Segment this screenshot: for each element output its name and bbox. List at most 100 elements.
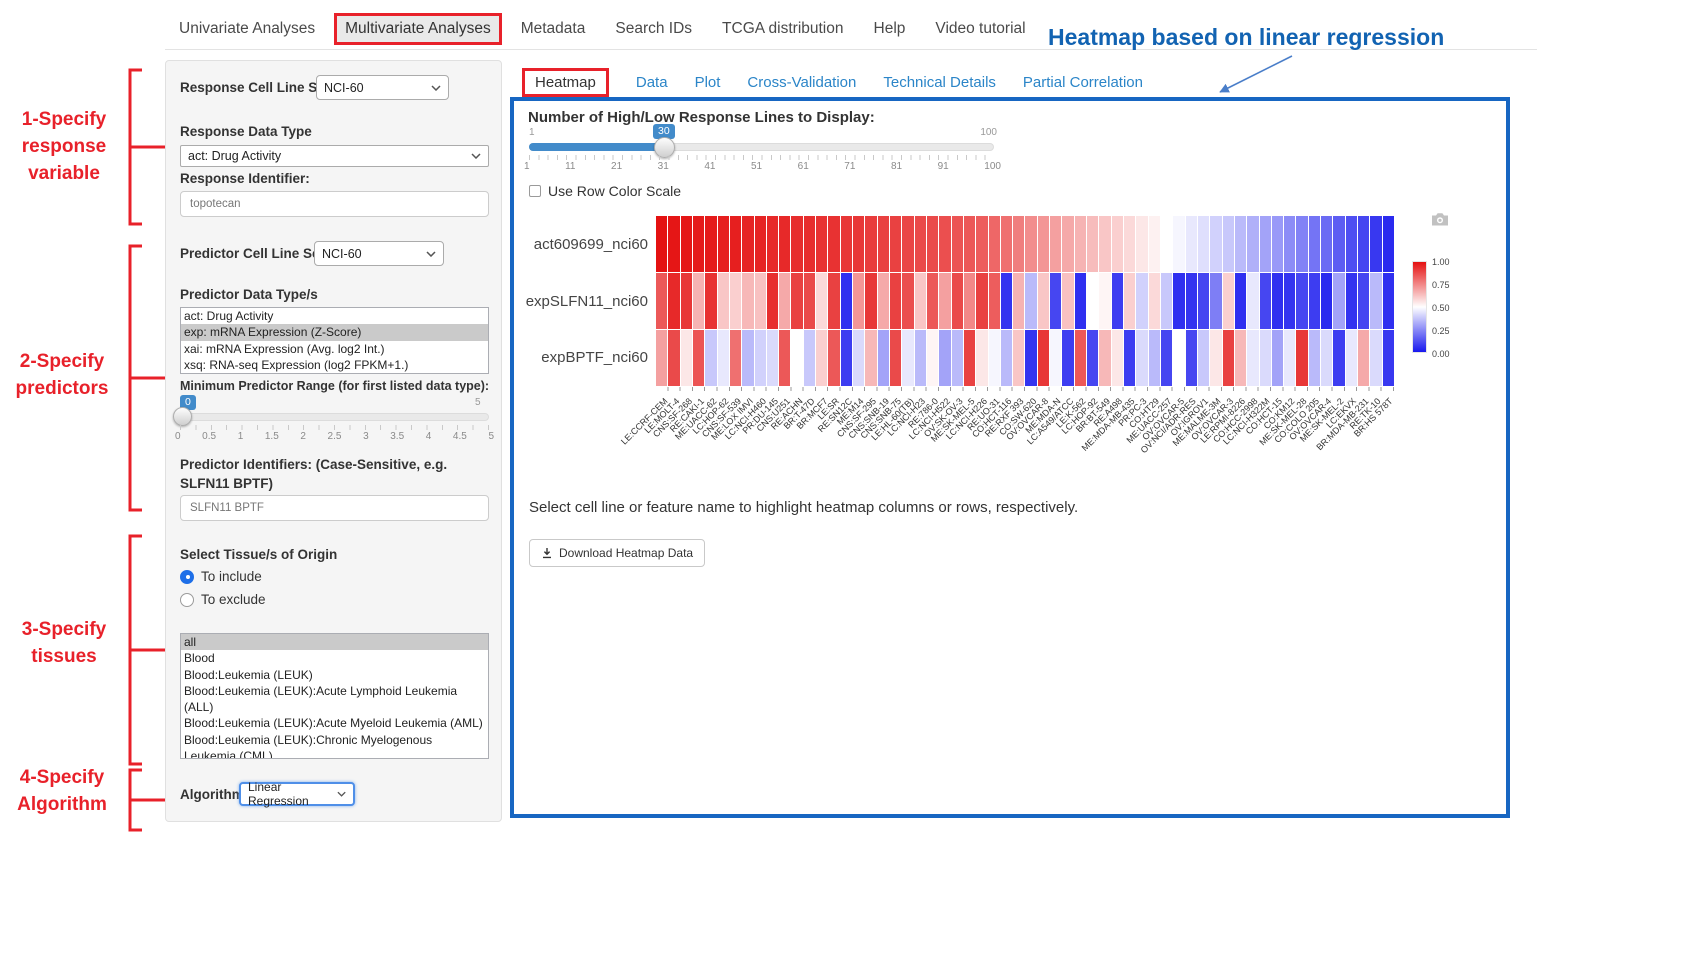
- nav-item-tcga-distribution[interactable]: TCGA distribution: [711, 13, 854, 45]
- heatmap-cell[interactable]: [1087, 273, 1098, 329]
- heatmap-cell[interactable]: [915, 216, 926, 272]
- heatmap-cell[interactable]: [841, 330, 852, 386]
- heatmap-cell[interactable]: [1186, 330, 1197, 386]
- nav-item-help[interactable]: Help: [863, 13, 917, 45]
- heatmap-cell[interactable]: [1235, 330, 1246, 386]
- heatmap-cell[interactable]: [1075, 273, 1086, 329]
- heatmap-cell[interactable]: [693, 330, 704, 386]
- heatmap-cell[interactable]: [742, 330, 753, 386]
- heatmap-cell[interactable]: [902, 273, 913, 329]
- heatmap-cell[interactable]: [878, 330, 889, 386]
- heatmap-cell[interactable]: [1161, 273, 1172, 329]
- heatmap-cell[interactable]: [952, 330, 963, 386]
- heatmap-cell[interactable]: [1346, 330, 1357, 386]
- heatmap-cell[interactable]: [1001, 216, 1012, 272]
- heatmap-cell[interactable]: [989, 216, 1000, 272]
- heatmap-cell[interactable]: [1025, 273, 1036, 329]
- heatmap-cell[interactable]: [1149, 216, 1160, 272]
- checkbox-icon[interactable]: [529, 185, 541, 197]
- heatmap-cell[interactable]: [927, 273, 938, 329]
- heatmap-cell[interactable]: [1284, 273, 1295, 329]
- heatmap-cell[interactable]: [742, 216, 753, 272]
- response-data-type-select[interactable]: act: Drug Activity: [180, 145, 489, 167]
- heatmap-cell[interactable]: [1333, 273, 1344, 329]
- heatmap-cell[interactable]: [1383, 216, 1394, 272]
- heatmap-cell[interactable]: [1112, 330, 1123, 386]
- heatmap-cell[interactable]: [755, 216, 766, 272]
- heatmap-cell[interactable]: [902, 216, 913, 272]
- heatmap-cell[interactable]: [742, 273, 753, 329]
- heatmap-cell[interactable]: [964, 216, 975, 272]
- heatmap-cell[interactable]: [1383, 330, 1394, 386]
- heatmap-cell[interactable]: [1124, 216, 1135, 272]
- min-range-slider-track[interactable]: [180, 413, 489, 421]
- heatmap-cell[interactable]: [1358, 273, 1369, 329]
- heatmap-cell[interactable]: [681, 216, 692, 272]
- heatmap-cell[interactable]: [791, 330, 802, 386]
- tab-data[interactable]: Data: [636, 74, 668, 91]
- heatmap-cell[interactable]: [890, 273, 901, 329]
- heatmap-cell[interactable]: [1198, 273, 1209, 329]
- heatmap-cell[interactable]: [841, 273, 852, 329]
- heatmap-cell[interactable]: [1001, 330, 1012, 386]
- heatmap-cell[interactable]: [841, 216, 852, 272]
- heatmap-cell[interactable]: [1136, 330, 1147, 386]
- heatmap-cell[interactable]: [767, 330, 778, 386]
- heatmap-cell[interactable]: [730, 330, 741, 386]
- heatmap-cell[interactable]: [1038, 330, 1049, 386]
- heatmap-cell[interactable]: [705, 273, 716, 329]
- heatmap-cell[interactable]: [1001, 273, 1012, 329]
- heatmap-cell[interactable]: [1284, 330, 1295, 386]
- heatmap-cell[interactable]: [952, 216, 963, 272]
- heatmap-cell[interactable]: [1272, 273, 1283, 329]
- heatmap-cell[interactable]: [755, 273, 766, 329]
- heatmap-cell[interactable]: [1062, 273, 1073, 329]
- tissue-option-all[interactable]: all: [181, 634, 488, 650]
- heatmap-cell[interactable]: [730, 216, 741, 272]
- tissue-origin-radio-to-include[interactable]: To include: [180, 569, 266, 584]
- heatmap-cell[interactable]: [1260, 273, 1271, 329]
- response-identifier-input[interactable]: [180, 191, 489, 217]
- heatmap-cell[interactable]: [1198, 216, 1209, 272]
- heatmap-cell[interactable]: [1370, 330, 1381, 386]
- heatmap-cell[interactable]: [693, 273, 704, 329]
- heatmap-cell[interactable]: [1013, 330, 1024, 386]
- heatmap-cell[interactable]: [1223, 330, 1234, 386]
- heatmap-cell[interactable]: [1346, 216, 1357, 272]
- heatmap-cell[interactable]: [1038, 216, 1049, 272]
- heatmap-cell[interactable]: [989, 330, 1000, 386]
- heatmap-cell[interactable]: [1013, 273, 1024, 329]
- heatmap-cell[interactable]: [989, 273, 1000, 329]
- heatmap-cell[interactable]: [693, 216, 704, 272]
- nav-item-univariate-analyses[interactable]: Univariate Analyses: [168, 13, 326, 45]
- heatmap-cell[interactable]: [779, 216, 790, 272]
- heatmap-cell[interactable]: [1186, 273, 1197, 329]
- heatmap-cell[interactable]: [878, 216, 889, 272]
- predictor-cell-line-set-select[interactable]: NCI-60: [314, 241, 444, 266]
- heatmap-cell[interactable]: [865, 216, 876, 272]
- heatmap-cell[interactable]: [1050, 273, 1061, 329]
- heatmap-cell[interactable]: [1013, 216, 1024, 272]
- heatmap-cell[interactable]: [681, 273, 692, 329]
- heatmap-cell[interactable]: [1223, 216, 1234, 272]
- heatmap-cell[interactable]: [668, 330, 679, 386]
- heatmap-cell[interactable]: [804, 216, 815, 272]
- heatmap-cell[interactable]: [755, 330, 766, 386]
- heatmap-cell[interactable]: [791, 273, 802, 329]
- heatmap-cell[interactable]: [952, 273, 963, 329]
- heatmap-cell[interactable]: [902, 330, 913, 386]
- tab-partial-correlation[interactable]: Partial Correlation: [1023, 74, 1143, 91]
- heatmap-cell[interactable]: [927, 330, 938, 386]
- heatmap-cell[interactable]: [681, 330, 692, 386]
- tab-heatmap[interactable]: Heatmap: [522, 68, 609, 97]
- heatmap-cell[interactable]: [656, 216, 667, 272]
- heatmap-cell[interactable]: [1087, 216, 1098, 272]
- heatmap-cell[interactable]: [779, 330, 790, 386]
- heatmap-cell[interactable]: [1062, 216, 1073, 272]
- predictor-data-type-option-act-drug-activity[interactable]: act: Drug Activity: [181, 308, 488, 324]
- heatmap-row-label-expbptf-nci60[interactable]: expBPTF_nci60: [514, 349, 648, 366]
- tissue-origin-radio-to-exclude[interactable]: To exclude: [180, 592, 266, 607]
- heatmap-cell[interactable]: [1370, 273, 1381, 329]
- heatmap-cell[interactable]: [1296, 216, 1307, 272]
- heatmap-cell[interactable]: [1284, 216, 1295, 272]
